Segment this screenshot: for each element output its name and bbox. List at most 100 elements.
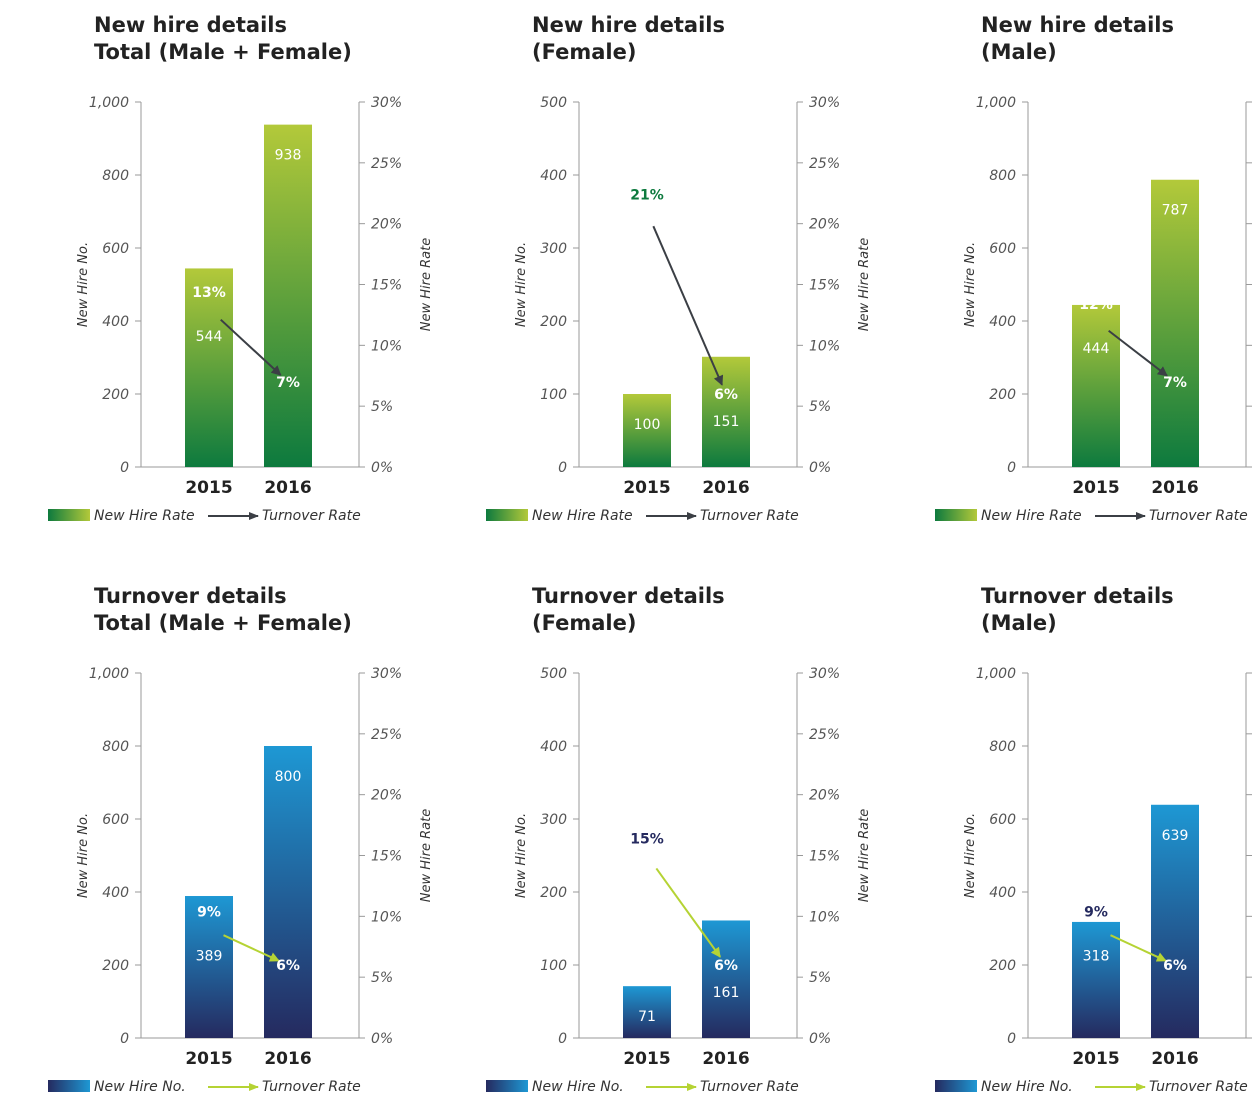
chart-svg: 02004006008001,0000%5%10%15%20%25%30%New…: [48, 666, 434, 1095]
bar-value-label: 787: [1162, 203, 1189, 219]
y2-tick-label: 25%: [371, 156, 402, 172]
legend-swatch-bar: [935, 1080, 977, 1092]
chart-svg: 02004006008001,0000%5%10%15%20%25%30%New…: [48, 95, 434, 524]
turnover-rate-label: 21%: [630, 188, 664, 204]
bar-value-label: 639: [1162, 828, 1189, 844]
legend-label: Turnover Rate: [262, 508, 361, 524]
y2-tick-label: 15%: [371, 849, 402, 865]
bar-value-label: 151: [713, 414, 740, 430]
y2-tick-label: 20%: [809, 788, 840, 804]
y-tick-label: 1,000: [89, 666, 129, 682]
chart-title-line: Turnover details: [532, 584, 725, 608]
y-tick-label: 500: [540, 95, 567, 111]
y2-tick-label: 15%: [371, 278, 402, 294]
bar-value-label: 938: [275, 148, 302, 164]
bar: [185, 896, 233, 1038]
chart-title: New hire details (Female): [532, 12, 725, 66]
y-tick-label: 800: [989, 168, 1016, 184]
turnover-rate-label: 7%: [1163, 375, 1187, 391]
turnover-rate-label: 9%: [197, 905, 221, 921]
y-tick-label: 1,000: [976, 95, 1016, 111]
y2-tick-label: 30%: [371, 666, 402, 682]
x-tick-label: 2015: [623, 478, 670, 498]
y2-tick-label: 15%: [809, 849, 840, 865]
chart-title-line: Turnover details: [981, 584, 1174, 608]
chart-svg: 0 100 200 300 400 500 0% 5% 10% 15% 20% 25% 30% New H…: [486, 666, 872, 1095]
y-tick-label: 100: [540, 958, 567, 974]
chart-panel: New hire details (Female) 0 100 200 300 400 500…: [484, 12, 884, 524]
y-tick-label: 300: [540, 812, 567, 828]
y-tick-label: 0: [1007, 460, 1016, 476]
bar: [623, 394, 671, 467]
turnover-rate-label: 6%: [714, 387, 738, 403]
chart-panel: Turnover details Total (Male + Female) 0 20…: [46, 583, 446, 1095]
x-tick-label: 2015: [185, 478, 232, 498]
bar-value-label: 161: [713, 985, 740, 1001]
y2-tick-label: 30%: [809, 666, 840, 682]
y-tick-label: 200: [989, 958, 1016, 974]
bar-value-label: 100: [634, 417, 661, 433]
y2-tick-label: 25%: [809, 727, 840, 743]
chart-panel: New hire details (Male) 0 200 400 600 800 1,000…: [933, 12, 1255, 524]
legend-label: Turnover Rate: [700, 508, 799, 524]
y2-tick-label: 0%: [371, 460, 393, 476]
bar: [702, 920, 750, 1038]
y2-tick-label: 10%: [809, 909, 840, 925]
legend-label: Turnover Rate: [1149, 1079, 1248, 1095]
x-tick-label: 2016: [264, 1049, 311, 1069]
y-tick-label: 0: [120, 1031, 129, 1047]
y-tick-label: 200: [540, 885, 567, 901]
y2-tick-label: 30%: [371, 95, 402, 111]
y2-tick-label: 5%: [809, 970, 831, 986]
chart-title-line: New hire details: [532, 13, 725, 37]
legend-swatch-bar: [935, 509, 977, 521]
turnover-arrow: [655, 867, 721, 958]
chart-title-line: New hire details: [94, 13, 287, 37]
y-tick-label: 200: [989, 387, 1016, 403]
turnover-arrow: [1108, 329, 1168, 377]
y-axis-label: New Hire No.: [76, 813, 91, 898]
chart-svg: 02004006008001,0000%5%10%15%20%25%30%New…: [935, 666, 1252, 1095]
y2-tick-label: 20%: [371, 788, 402, 804]
chart-title: Turnover details (Female): [532, 583, 725, 637]
chart-title-line: Turnover details: [94, 584, 287, 608]
bar: [623, 986, 671, 1038]
y-tick-label: 100: [540, 387, 567, 403]
y-tick-label: 200: [102, 387, 129, 403]
y-tick-label: 600: [989, 812, 1016, 828]
chart-title: New hire details Total (Male + Female): [94, 12, 352, 66]
bar-value-label: 318: [1083, 949, 1110, 965]
y2-tick-label: 5%: [371, 399, 393, 415]
y2-axis-label: New Hire Rate: [857, 238, 872, 331]
legend-label: Turnover Rate: [700, 1079, 799, 1095]
y-axis-label: New Hire No.: [963, 813, 978, 898]
chart-title-line: Total (Male + Female): [94, 40, 352, 64]
bar: [264, 746, 312, 1038]
legend-swatch-bar: [486, 509, 528, 521]
legend-label: New Hire No.: [94, 1079, 186, 1095]
legend-label: New Hire Rate: [94, 508, 195, 524]
legend-label: New Hire Rate: [981, 508, 1082, 524]
bar: [1151, 804, 1199, 1038]
legend-label: New Hire Rate: [532, 508, 633, 524]
chart-title-line: (Male): [981, 611, 1057, 635]
y-tick-label: 200: [540, 314, 567, 330]
bar: [264, 124, 312, 467]
y2-tick-label: 5%: [371, 970, 393, 986]
y-axis-label: New Hire No.: [514, 242, 529, 327]
x-tick-label: 2015: [1072, 1049, 1119, 1069]
chart-title-line: Total (Male + Female): [94, 611, 352, 635]
turnover-rate-label: 15%: [630, 832, 664, 848]
x-tick-label: 2015: [185, 1049, 232, 1069]
bar-value-label: 544: [196, 329, 223, 345]
y-tick-label: 0: [558, 460, 567, 476]
legend-swatch-bar: [48, 509, 90, 521]
turnover-arrow: [223, 934, 280, 962]
legend-label: New Hire No.: [532, 1079, 624, 1095]
y2-tick-label: 20%: [371, 217, 402, 233]
y2-tick-label: 10%: [371, 338, 402, 354]
turnover-rate-label: 6%: [714, 958, 738, 974]
chart-panel: Turnover details (Male) 0 200 400 600 800 1,000…: [933, 583, 1255, 1095]
bar-value-label: 444: [1083, 341, 1110, 357]
turnover-arrow: [220, 318, 282, 376]
